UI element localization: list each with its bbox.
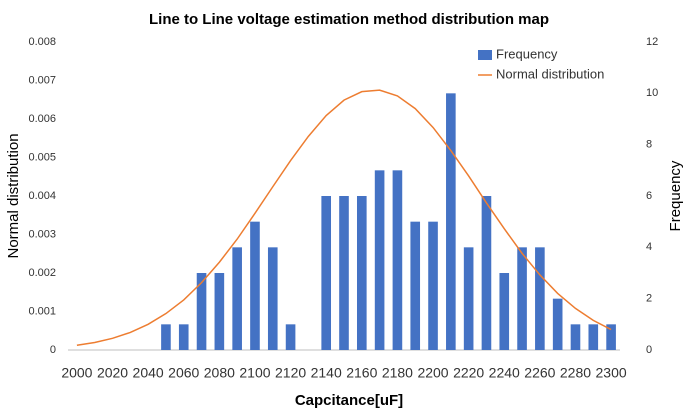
x-tick-label: 2000 bbox=[61, 365, 92, 381]
y2-tick-label: 4 bbox=[646, 241, 652, 253]
bar bbox=[214, 273, 225, 350]
bar bbox=[535, 247, 545, 350]
y2-tick-label: 2 bbox=[646, 293, 652, 305]
y2-tick-label: 6 bbox=[646, 190, 652, 202]
bar bbox=[446, 93, 456, 350]
line bbox=[76, 89, 612, 347]
y-tick-label: 0.004 bbox=[28, 190, 56, 202]
x-tick-label: 2020 bbox=[97, 365, 128, 381]
x-tick-label: 2300 bbox=[596, 365, 627, 381]
bar bbox=[339, 196, 349, 350]
y-tick-label: 0.003 bbox=[28, 228, 56, 240]
bar bbox=[392, 170, 403, 350]
bar bbox=[161, 324, 171, 350]
legend-swatch bbox=[478, 50, 492, 60]
bar bbox=[267, 247, 278, 350]
x-tick-label: 2240 bbox=[489, 365, 520, 381]
bar bbox=[410, 221, 421, 350]
y-tick-label: 0.005 bbox=[28, 151, 56, 163]
bar bbox=[356, 196, 367, 350]
x-tick-label: 2040 bbox=[133, 365, 164, 381]
x-tick-label: 2060 bbox=[168, 365, 199, 381]
y2-tick-label: 10 bbox=[646, 87, 658, 99]
bar bbox=[517, 247, 527, 350]
x-tick-label: 2200 bbox=[417, 365, 448, 381]
x-tick-label: 2100 bbox=[239, 365, 270, 381]
y2-tick-label: 0 bbox=[646, 344, 652, 356]
x-tick-label: 2220 bbox=[453, 365, 484, 381]
bar bbox=[285, 324, 296, 350]
x-tick-label: 2160 bbox=[346, 365, 377, 381]
bar bbox=[463, 247, 474, 350]
bar bbox=[250, 221, 260, 350]
y2-axis-label: Frequency bbox=[667, 160, 684, 231]
bar bbox=[321, 196, 332, 350]
bar bbox=[570, 324, 581, 350]
y-tick-label: 0.006 bbox=[28, 113, 56, 125]
y2-tick-label: 8 bbox=[646, 139, 652, 151]
bar bbox=[588, 324, 599, 350]
x-tick-label: 2280 bbox=[560, 365, 591, 381]
x-tick-label: 2260 bbox=[524, 365, 555, 381]
y-tick-label: 0.007 bbox=[28, 74, 56, 86]
y-axis-label: Normal distribution bbox=[5, 133, 22, 258]
y-tick-label: 0.001 bbox=[28, 305, 56, 317]
bar bbox=[499, 273, 510, 350]
x-tick-label: 2140 bbox=[311, 365, 342, 381]
x-tick-label: 2120 bbox=[275, 365, 306, 381]
bar bbox=[374, 170, 385, 350]
y-tick-label: 0.008 bbox=[28, 36, 56, 48]
bar bbox=[552, 298, 563, 350]
chart-title: Line to Line voltage estimation method d… bbox=[149, 11, 549, 28]
legend-label: Frequency bbox=[496, 46, 558, 61]
x-axis-label: Capcitance[uF] bbox=[295, 392, 403, 409]
x-tick-label: 2080 bbox=[204, 365, 235, 381]
bar bbox=[196, 273, 207, 350]
bar bbox=[428, 221, 438, 350]
y-tick-label: 0.002 bbox=[28, 267, 56, 279]
y2-tick-label: 12 bbox=[646, 36, 658, 48]
y-tick-label: 0 bbox=[50, 344, 56, 356]
bar bbox=[232, 247, 242, 350]
x-tick-label: 2180 bbox=[382, 365, 413, 381]
bar bbox=[606, 324, 616, 350]
legend-label: Normal distribution bbox=[496, 66, 604, 81]
bar bbox=[178, 324, 189, 350]
bar bbox=[481, 196, 492, 350]
